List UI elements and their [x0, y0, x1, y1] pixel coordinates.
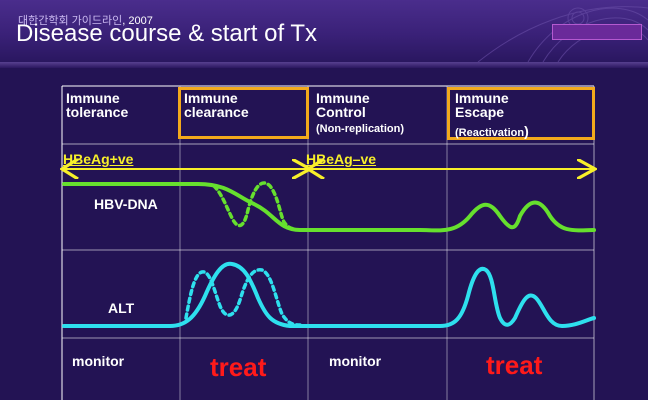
slide-title: Disease course & start of Tx [16, 20, 318, 47]
phase-immune-tolerance-line1: Immune [66, 90, 120, 106]
action-monitor-tolerance: monitor [72, 353, 125, 369]
alt-curve [62, 261, 596, 328]
header-bar: 대한간학회 가이드라인, 2007 Disease course & start… [0, 0, 648, 62]
action-treat-clearance: treat [210, 352, 267, 382]
phase-immune-escape-line1: Immune [455, 90, 509, 106]
phase-immune-escape-line2: Escape [455, 104, 505, 120]
source-year: , 2007 [122, 15, 153, 27]
phase-immune-tolerance-line2: tolerance [66, 104, 129, 120]
immune-escape-highlight [447, 87, 595, 140]
source-organization: 대한간학회 [18, 15, 69, 27]
phase-immune-tolerance: Immune tolerance [66, 91, 128, 119]
source-citation: 대한간학회 가이드라인, 2007 [18, 12, 153, 28]
immune-clearance-highlight [178, 87, 309, 139]
phase-immune-control: Immune Control (Non-replication) [316, 91, 404, 136]
phase-immune-clearance-line2: clearance [184, 104, 249, 120]
source-guideline: 가이드라인 [71, 15, 123, 27]
phase-immune-clearance-line1: Immune [184, 90, 238, 106]
action-monitor-control: monitor [329, 353, 382, 369]
phase-immune-control-sub: (Non-replication) [316, 123, 404, 135]
phase-immune-escape-sub-close: ) [524, 123, 529, 139]
phase-immune-escape: Immune Escape (Reactivation) [455, 91, 529, 140]
action-treat-escape: treat [486, 350, 543, 380]
alt-dotted-curve [184, 268, 302, 327]
header-divider-band [0, 62, 648, 68]
hbv-dna-label: HBV-DNA [94, 196, 158, 212]
header-accent-box [552, 24, 642, 40]
phase-immune-escape-sub: (Reactivation [455, 127, 525, 139]
phase-immune-clearance: Immune clearance [184, 91, 249, 119]
hbeag-negative-label: HBeAg–ve [306, 151, 377, 167]
phase-immune-control-line1: Immune [316, 90, 370, 106]
hbv-dna-curve [62, 182, 596, 233]
hbv-dna-dotted-curve [212, 181, 298, 231]
alt-label: ALT [108, 300, 135, 316]
phase-immune-control-line2: Control [316, 104, 366, 120]
hbeag-positive-label: HBeAg+ve [63, 151, 134, 167]
